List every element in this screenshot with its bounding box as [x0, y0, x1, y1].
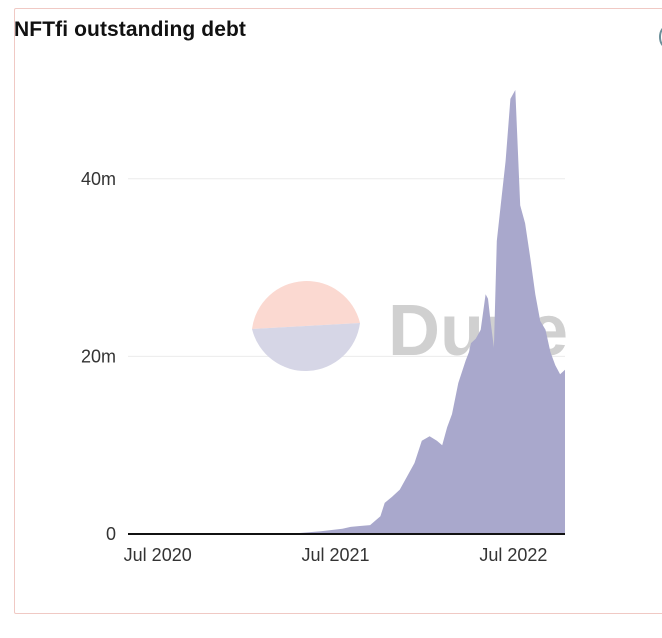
- watermark-circle-bottom: [252, 323, 360, 372]
- y-tick-label: 40m: [81, 169, 116, 189]
- y-tick-label: 0: [106, 524, 116, 544]
- x-tick-label: Jul 2020: [124, 545, 192, 565]
- x-tick-label: Jul 2022: [479, 545, 547, 565]
- series-area: [128, 90, 565, 534]
- y-tick-labels: 0 20m 40m: [81, 169, 116, 544]
- y-tick-label: 20m: [81, 346, 116, 366]
- x-tick-label: Jul 2021: [302, 545, 370, 565]
- x-tick-labels: Jul 2020 Jul 2021 Jul 2022: [124, 545, 548, 565]
- chart-title: NFTfi outstanding debt: [14, 18, 246, 41]
- watermark-circle-top: [252, 280, 360, 329]
